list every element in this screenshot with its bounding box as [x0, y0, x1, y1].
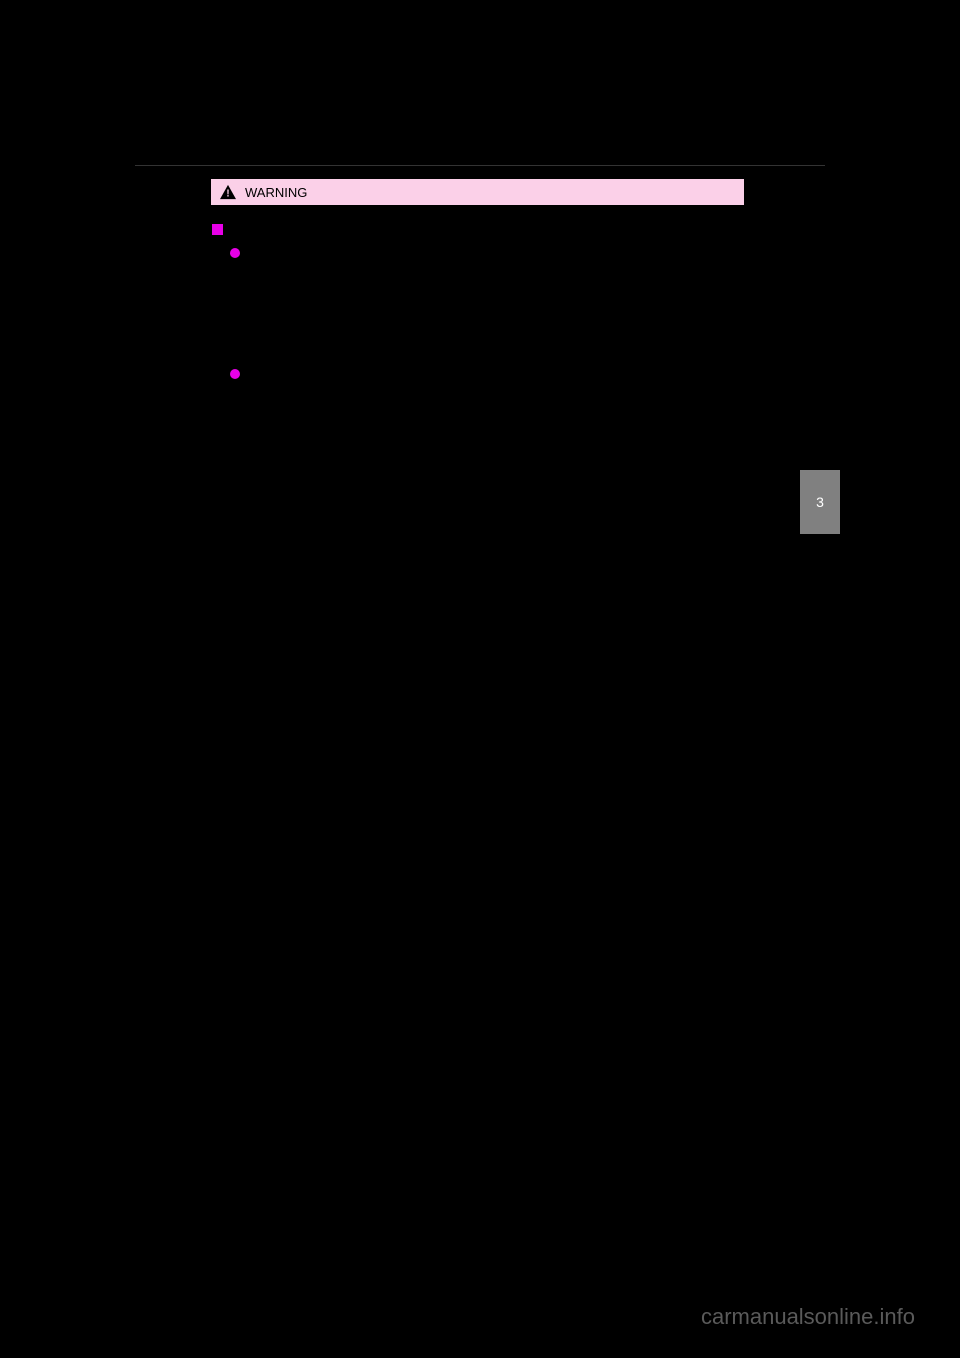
warning-section-header — [212, 222, 733, 235]
warning-triangle-icon: ! — [219, 184, 237, 200]
warning-box: ! WARNING — [210, 178, 745, 408]
square-bullet-icon — [212, 224, 223, 235]
bullet-item-1 — [230, 245, 733, 263]
watermark-text: carmanualsonline.info — [701, 1304, 915, 1330]
chapter-tab: 3 — [800, 470, 840, 534]
circle-bullet-icon — [230, 369, 240, 379]
svg-text:!: ! — [226, 188, 229, 199]
content-spacer — [210, 271, 733, 366]
chapter-number: 3 — [816, 494, 824, 510]
warning-header: ! WARNING — [210, 178, 745, 206]
warning-label: WARNING — [245, 185, 307, 200]
circle-bullet-icon — [230, 248, 240, 258]
warning-content — [210, 206, 745, 408]
page-container: ! WARNING — [135, 165, 835, 408]
bullet-item-2 — [230, 366, 733, 384]
header-divider — [135, 165, 825, 166]
